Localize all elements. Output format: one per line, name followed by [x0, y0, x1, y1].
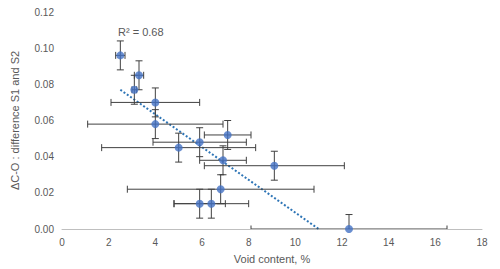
svg-text:0.00: 0.00: [35, 224, 55, 235]
svg-text:0: 0: [59, 237, 65, 248]
svg-text:16: 16: [430, 237, 442, 248]
svg-text:6: 6: [199, 237, 205, 248]
svg-text:18: 18: [476, 237, 488, 248]
svg-text:ΔC-O : difference S1 and S2: ΔC-O : difference S1 and S2: [9, 51, 21, 190]
svg-text:0.08: 0.08: [35, 79, 55, 90]
svg-text:Void content, %: Void content, %: [234, 253, 311, 265]
svg-text:12: 12: [336, 237, 348, 248]
svg-text:14: 14: [383, 237, 395, 248]
svg-text:0.02: 0.02: [35, 187, 55, 198]
svg-text:0.10: 0.10: [35, 43, 55, 54]
svg-text:4: 4: [153, 237, 159, 248]
svg-text:10: 10: [290, 237, 302, 248]
svg-text:0.12: 0.12: [35, 7, 55, 18]
svg-text:R² = 0.68: R² = 0.68: [118, 26, 164, 38]
svg-text:2: 2: [106, 237, 112, 248]
svg-text:8: 8: [246, 237, 252, 248]
svg-text:0.06: 0.06: [35, 115, 55, 126]
svg-text:0.04: 0.04: [35, 151, 55, 162]
